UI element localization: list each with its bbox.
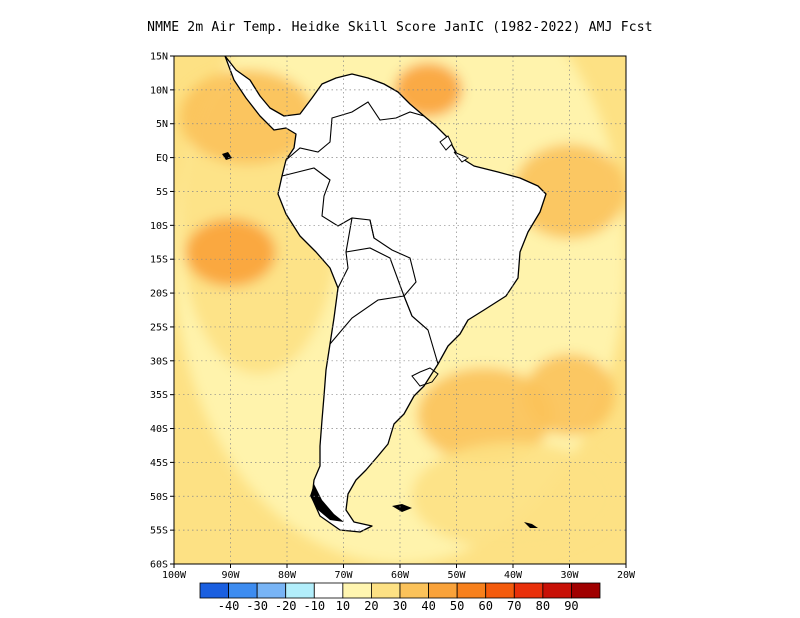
lat-tick-label: 15N: [150, 52, 168, 63]
colorbar-swatch: [371, 582, 401, 599]
longitude-tick-labels: 100W 90W 80W 70W 60W 50W 40W 30W 20W: [162, 564, 636, 581]
colorbar-swatch: [313, 582, 344, 599]
lat-tick-label: 25S: [150, 322, 168, 333]
lat-tick-label: 10N: [150, 85, 168, 96]
lat-tick-label: 30S: [150, 356, 168, 367]
colorbar-swatch: [399, 582, 429, 599]
lon-tick-label: 90W: [221, 570, 240, 581]
country-borders: [281, 101, 439, 365]
lon-tick-label: 60W: [391, 570, 410, 581]
colorbar-label: 10: [336, 599, 350, 613]
falkland-islands: [392, 504, 538, 528]
latitude-tick-labels: 15N 10N 5N EQ 5S 10S 15S 20S 25S 30S 35S 40S 45S 50S 5…: [150, 52, 174, 571]
colorbar-swatch: [571, 582, 601, 599]
lat-tick-label: 20S: [150, 289, 168, 300]
colorbar-swatch: [513, 582, 544, 599]
colorbar-label: 80: [536, 599, 550, 613]
lat-tick-label: 35S: [150, 390, 168, 401]
galapagos-islands: [222, 152, 232, 160]
colorbar-swatch: [542, 582, 572, 599]
colorbar-label: -30: [246, 599, 268, 613]
colorbar-label: -40: [218, 599, 240, 613]
colorbar-label: 90: [564, 599, 578, 613]
colorbar-label: -10: [303, 599, 325, 613]
colorbar-swatch: [342, 582, 372, 599]
colorbar-swatch: [485, 582, 515, 599]
lon-tick-label: 20W: [617, 570, 636, 581]
shading-patch-30-40: [179, 69, 316, 165]
lon-tick-label: 70W: [334, 570, 353, 581]
colorbar-label: 20: [364, 599, 378, 613]
lat-tick-label: 15S: [150, 255, 168, 266]
colorbar: [199, 582, 601, 599]
colorbar-swatch: [228, 582, 258, 599]
colorbar-swatch: [456, 582, 487, 599]
south-america-landmass: [224, 56, 547, 533]
lat-tick-label: 40S: [150, 424, 168, 435]
shading-patch-40-50: [185, 218, 276, 287]
graticule: [174, 56, 626, 564]
lon-tick-label: 100W: [162, 570, 187, 581]
colorbar-swatch: [428, 582, 458, 599]
lon-tick-label: 80W: [278, 570, 297, 581]
colorbar-swatch: [256, 582, 287, 599]
lat-tick-label: 50S: [150, 492, 168, 503]
lat-tick-label: 5N: [156, 119, 168, 130]
lat-tick-label: EQ: [156, 153, 168, 164]
rio-de-la-plata: [411, 367, 439, 387]
lat-tick-label: 45S: [150, 458, 168, 469]
lat-tick-label: 55S: [150, 526, 168, 537]
lon-tick-label: 40W: [504, 570, 523, 581]
map-title: NMME 2m Air Temp. Heidke Skill Score Jan…: [147, 20, 653, 35]
colorbar-swatch: [285, 582, 315, 599]
lon-tick-label: 50W: [447, 570, 466, 581]
colorbar-label: 30: [393, 599, 407, 613]
colorbar-label: 70: [507, 599, 521, 613]
colorbar-swatch: [199, 582, 229, 599]
shading-patch-40-50: [394, 62, 463, 117]
colorbar-label: 60: [478, 599, 492, 613]
lat-tick-label: 5S: [156, 187, 168, 198]
amazon-delta-islands: [439, 135, 470, 163]
colorbar-tick-labels: -40 -30 -20 -10 10 20 30 40 50 60 70 80 90: [218, 599, 579, 613]
colorbar-label: 50: [450, 599, 464, 613]
tierra-del-fuego-archipelago: [310, 484, 344, 522]
lat-tick-label: 10S: [150, 221, 168, 232]
lat-tick-label: 60S: [150, 560, 168, 571]
shading-patch-30-40: [416, 367, 553, 463]
colorbar-label: 40: [421, 599, 435, 613]
lon-tick-label: 30W: [560, 570, 579, 581]
colorbar-label: -20: [275, 599, 297, 613]
